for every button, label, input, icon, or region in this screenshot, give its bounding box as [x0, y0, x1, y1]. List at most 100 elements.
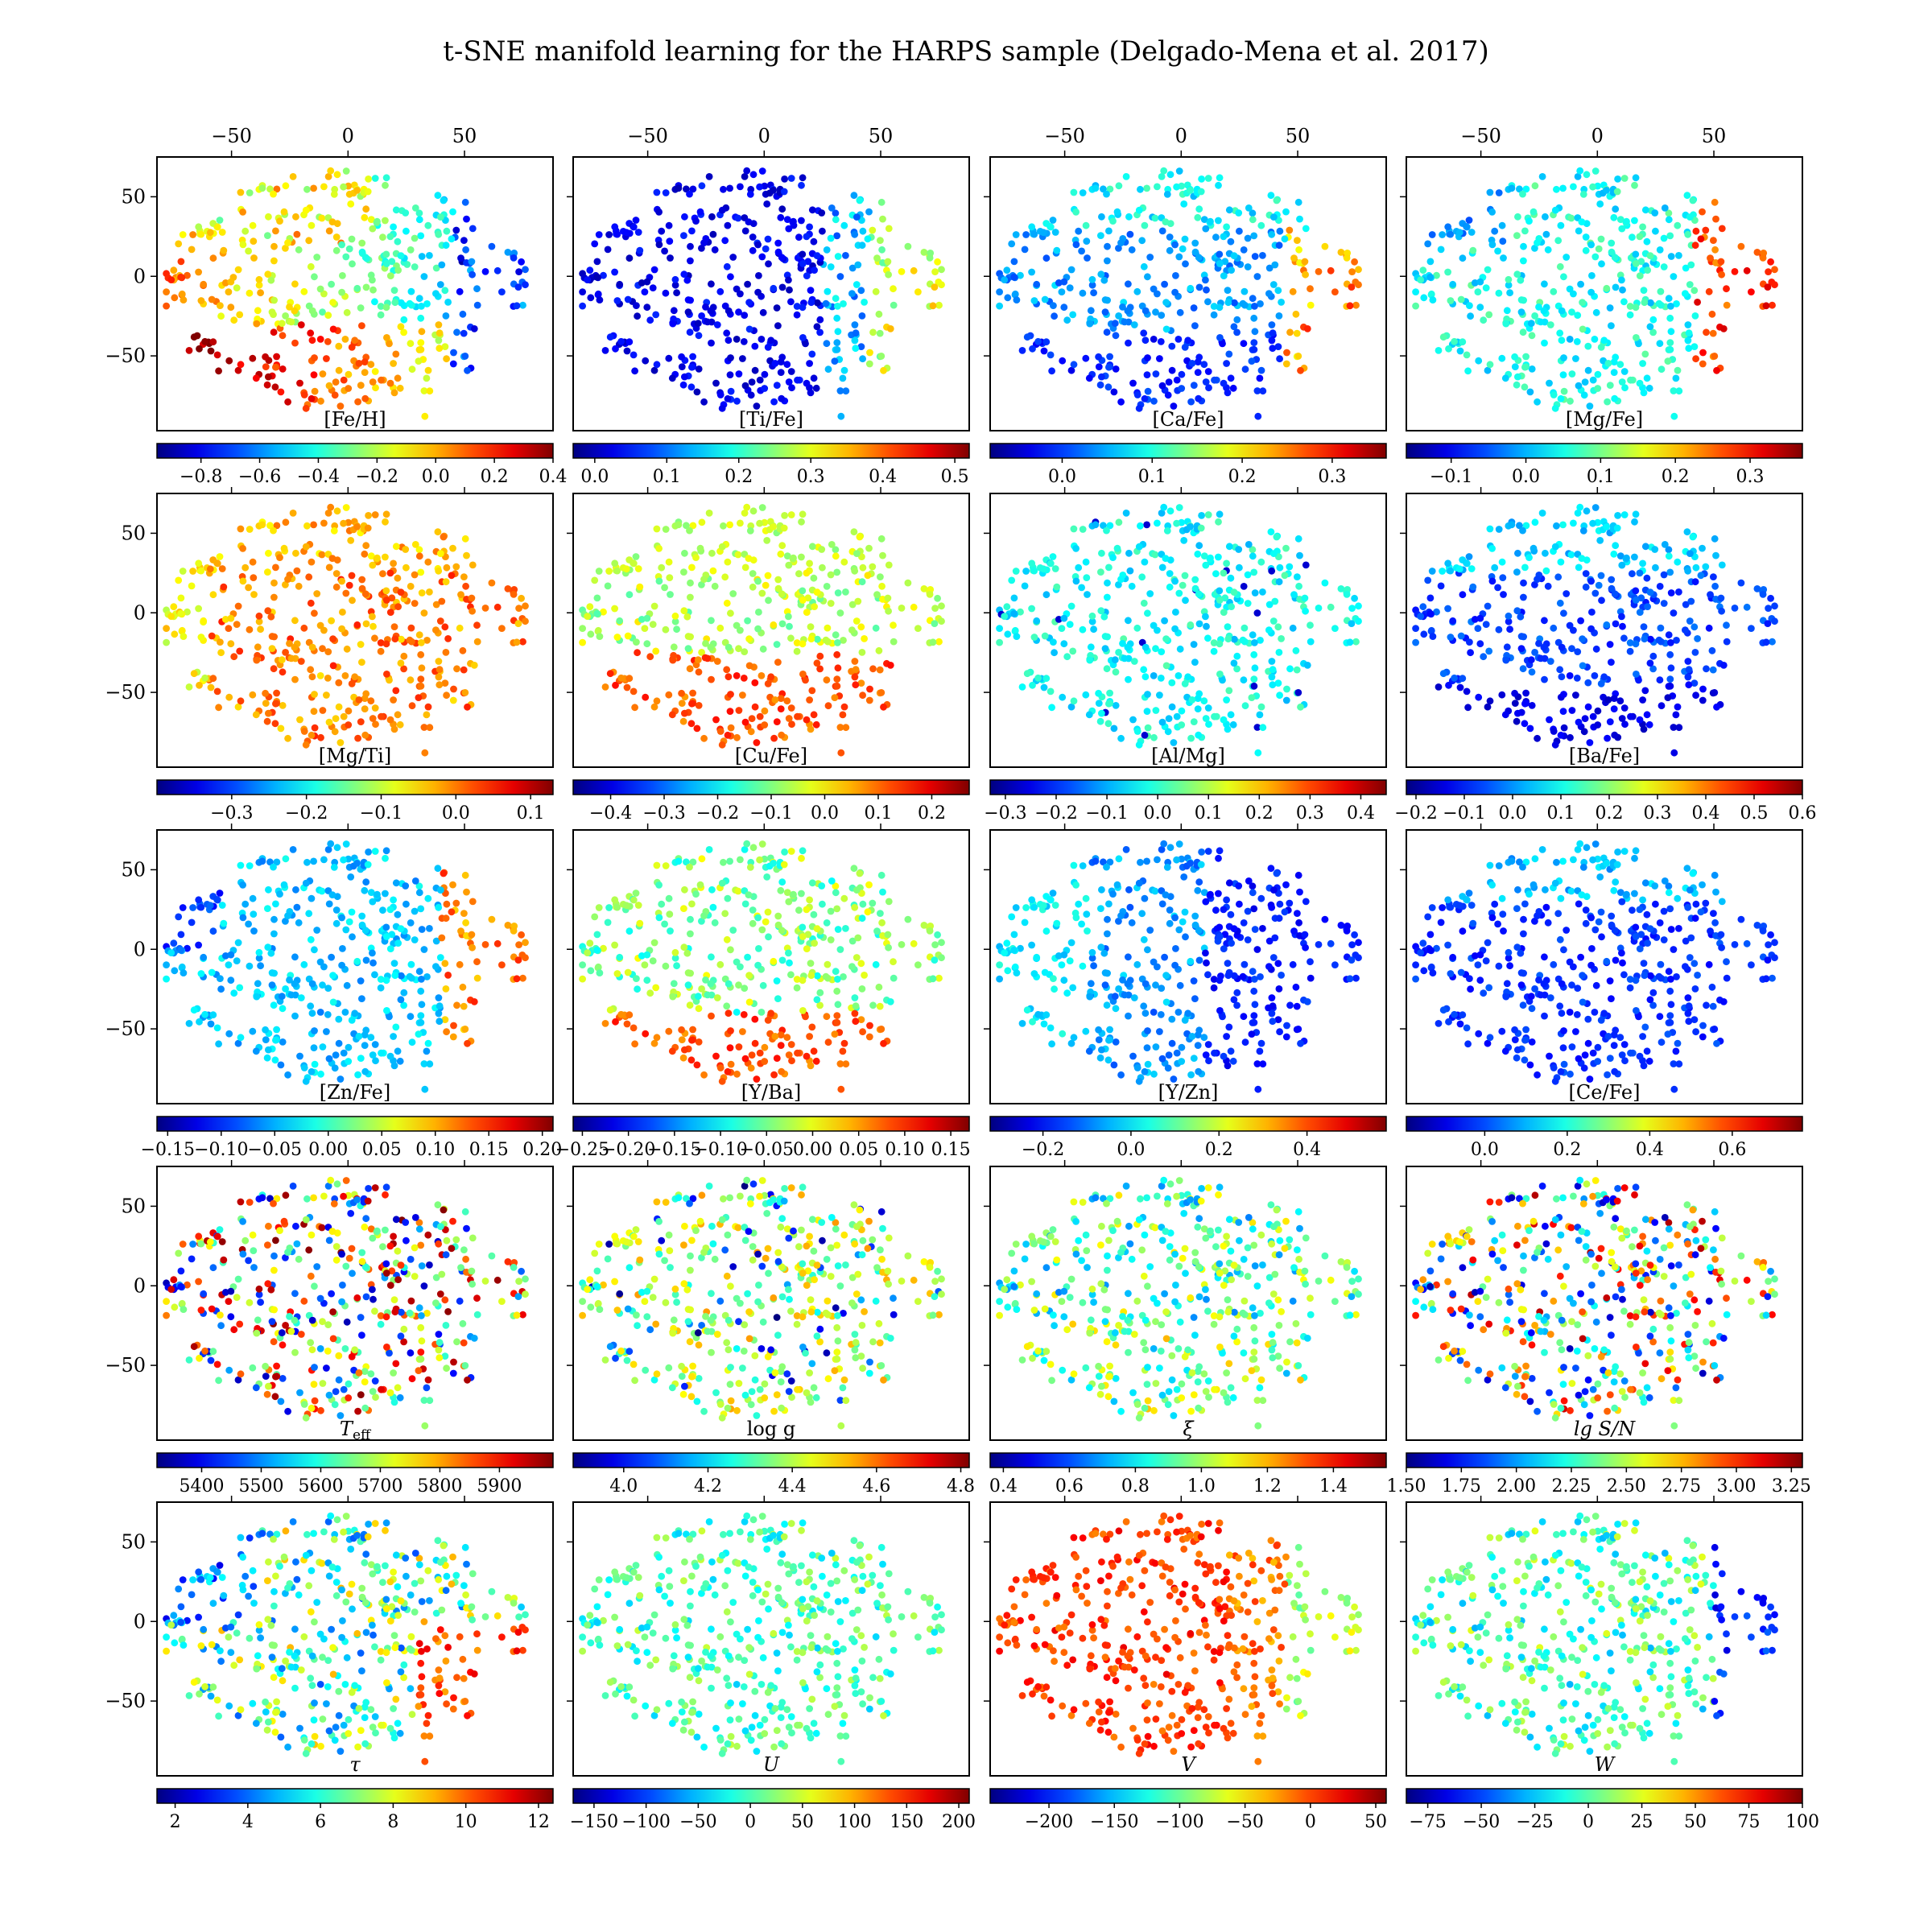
- data-point: [1190, 977, 1198, 985]
- data-point: [1531, 182, 1539, 190]
- data-point: [378, 376, 385, 384]
- data-point: [345, 581, 353, 589]
- data-point: [227, 303, 235, 312]
- data-point: [444, 972, 452, 979]
- data-point: [1546, 716, 1553, 724]
- data-point: [1636, 609, 1644, 616]
- data-point: [1233, 328, 1241, 336]
- data-point: [740, 1011, 748, 1018]
- data-point: [1591, 589, 1600, 597]
- data-point: [1216, 510, 1224, 518]
- data-point: [1150, 397, 1158, 405]
- data-point: [1331, 625, 1339, 632]
- data-point: [641, 961, 649, 968]
- data-point: [1079, 289, 1087, 297]
- data-point: [720, 522, 727, 530]
- data-point: [707, 643, 715, 651]
- data-point: [311, 691, 318, 698]
- data-point: [754, 288, 762, 296]
- data-point: [673, 289, 680, 297]
- data-point: [884, 931, 892, 939]
- data-point: [1528, 332, 1536, 340]
- data-point: [1437, 246, 1445, 254]
- axes-frame: [572, 829, 970, 1104]
- data-point: [1011, 626, 1019, 634]
- data-point: [324, 648, 332, 655]
- data-point: [1705, 624, 1713, 632]
- data-point: [336, 402, 345, 410]
- data-point: [832, 295, 840, 303]
- data-point: [898, 941, 906, 948]
- data-point: [362, 956, 370, 964]
- data-point: [673, 625, 680, 634]
- data-point: [1194, 695, 1202, 702]
- data-point: [803, 272, 811, 279]
- data-point: [436, 1002, 444, 1010]
- data-point: [1608, 322, 1615, 329]
- data-point: [1012, 231, 1020, 238]
- data-point: [694, 993, 702, 1001]
- colorbar-tick-label: 0.05: [839, 1140, 878, 1160]
- data-point: [1596, 537, 1604, 544]
- data-point: [865, 544, 873, 552]
- data-point: [1337, 249, 1345, 256]
- data-point: [650, 602, 658, 610]
- data-point: [264, 232, 271, 239]
- data-point: [448, 235, 456, 243]
- data-point: [444, 299, 452, 306]
- data-point: [1241, 365, 1249, 374]
- data-point: [1137, 522, 1144, 530]
- data-point: [807, 960, 815, 967]
- data-point: [1456, 683, 1464, 691]
- data-point: [579, 961, 586, 968]
- data-point: [1412, 288, 1419, 295]
- data-point: [1075, 900, 1083, 908]
- data-point: [1178, 707, 1186, 715]
- data-point: [708, 1012, 715, 1020]
- data-point: [1104, 296, 1111, 304]
- data-point: [1315, 268, 1323, 275]
- data-point: [1491, 227, 1499, 235]
- data-point: [300, 728, 308, 735]
- data-point: [1240, 919, 1248, 927]
- data-point: [1256, 374, 1264, 382]
- data-point: [348, 572, 356, 580]
- data-point: [377, 647, 385, 655]
- data-point: [382, 303, 390, 312]
- colorbar-tick-label: 0.15: [469, 1140, 509, 1160]
- data-point: [1666, 650, 1674, 658]
- data-point: [441, 287, 449, 295]
- data-point: [1708, 646, 1716, 654]
- data-point: [711, 582, 719, 590]
- data-point: [1597, 680, 1605, 687]
- data-point: [1645, 720, 1653, 729]
- data-point: [1486, 525, 1494, 533]
- data-point: [910, 266, 918, 275]
- data-point: [289, 173, 297, 180]
- data-point: [265, 213, 272, 221]
- data-point: [689, 689, 696, 697]
- data-point: [355, 360, 363, 367]
- data-point: [790, 890, 797, 898]
- data-point: [1666, 675, 1674, 683]
- data-point: [786, 622, 793, 630]
- data-point: [1269, 681, 1277, 689]
- data-point: [397, 659, 405, 667]
- data-point: [739, 355, 746, 362]
- data-point: [305, 573, 313, 581]
- data-point: [268, 981, 276, 989]
- data-point: [773, 382, 781, 389]
- data-point: [693, 388, 701, 396]
- data-point: [473, 958, 481, 966]
- data-point: [1141, 673, 1150, 681]
- data-point: [1587, 288, 1595, 296]
- data-point: [865, 360, 873, 368]
- data-point: [1104, 242, 1111, 250]
- data-point: [1580, 391, 1588, 399]
- data-point: [1513, 607, 1521, 615]
- data-point: [377, 984, 385, 992]
- data-point: [1301, 594, 1309, 602]
- data-point: [770, 523, 777, 530]
- data-point: [180, 969, 188, 976]
- data-point: [1268, 336, 1276, 345]
